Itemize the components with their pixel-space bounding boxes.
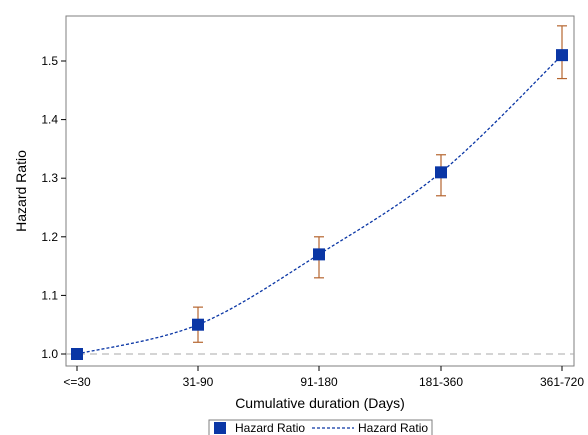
x-axis: <=30 31-90 91-180 181-360 361-720 bbox=[63, 366, 584, 389]
y-tick-label: 1.0 bbox=[41, 347, 58, 361]
data-point bbox=[313, 248, 325, 261]
y-tick-label: 1.2 bbox=[41, 230, 58, 244]
y-tick-label: 1.5 bbox=[41, 54, 58, 68]
error-bars bbox=[193, 25, 567, 343]
legend-box bbox=[208, 419, 433, 435]
data-point bbox=[71, 348, 83, 360]
x-tick-label: 181-360 bbox=[419, 375, 463, 389]
y-tick-label: 1.3 bbox=[41, 171, 58, 185]
x-tick-label: <=30 bbox=[63, 375, 91, 389]
y-tick-label: 1.1 bbox=[41, 288, 58, 302]
data-point bbox=[556, 49, 568, 62]
data-point bbox=[435, 166, 447, 179]
plot-frame bbox=[65, 15, 575, 367]
x-tick-label: 361-720 bbox=[540, 375, 584, 389]
data-point bbox=[192, 318, 204, 331]
series-line bbox=[76, 54, 563, 355]
legend-label-line: Hazard Ratio bbox=[358, 421, 428, 435]
x-tick-label: 91-180 bbox=[300, 375, 338, 389]
legend-marker-square bbox=[214, 422, 226, 434]
x-axis-title: Cumulative duration (Days) bbox=[235, 395, 405, 411]
legend-label-markers: Hazard Ratio bbox=[235, 421, 305, 435]
data-markers bbox=[71, 49, 568, 360]
legend: Hazard Ratio Hazard Ratio bbox=[208, 419, 433, 435]
x-tick-label: 31-90 bbox=[183, 375, 214, 389]
y-axis: 1.0 1.1 1.2 1.3 1.4 1.5 bbox=[41, 54, 66, 361]
y-axis-title: Hazard Ratio bbox=[13, 150, 29, 232]
y-tick-label: 1.4 bbox=[41, 113, 58, 127]
